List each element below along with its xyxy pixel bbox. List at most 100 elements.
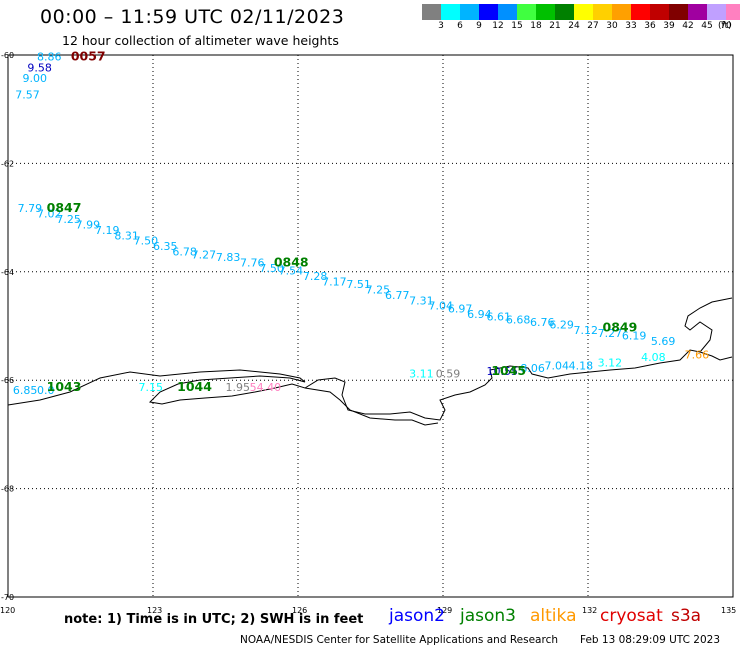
pass-time-label: 0057 (71, 48, 106, 63)
wave-height-value: 6.76 (530, 316, 555, 329)
color-scale-tick: 39 (663, 21, 675, 31)
color-scale-tick: 27 (587, 21, 599, 31)
wave-height-value: 8.31 (114, 229, 139, 242)
color-scale-tick: 9 (476, 21, 482, 31)
footer-note: note: 1) Time is in UTC; 2) SWH is in fe… (64, 612, 364, 627)
color-scale-bar (422, 4, 740, 20)
color-scale-tick: 24 (568, 21, 580, 31)
color-swatch (707, 4, 726, 20)
wave-height-value: 7.04 (545, 359, 570, 372)
wave-height-value: 9.00 (23, 72, 48, 85)
wave-height-value: 7.50 (134, 235, 159, 248)
color-swatch (574, 4, 593, 20)
lon-tick-label: 129 (437, 606, 452, 615)
color-scale-tick: 42 (682, 21, 694, 31)
wave-height-value: 6.68 (506, 313, 531, 326)
color-swatch (498, 4, 517, 20)
color-scale-tick: 12 (492, 21, 504, 31)
color-scale-tick: 15 (511, 21, 523, 31)
generated-timestamp: Feb 13 08:29:09 UTC 2023 (580, 634, 720, 646)
wave-height-value: 7.66 (685, 349, 710, 362)
satellite-legend-item: jason2 (389, 606, 445, 626)
map-frame (7, 54, 734, 598)
color-scale-tick: 33 (625, 21, 637, 31)
color-swatch (631, 4, 650, 20)
wave-height-value: 7.99 (76, 218, 101, 231)
lon-tick-label: 126 (292, 606, 307, 615)
color-swatch (536, 4, 555, 20)
wave-height-value: 6.77 (385, 289, 410, 302)
color-scale-tick: 70 (720, 21, 732, 31)
map-subtitle: 12 hour collection of altimeter wave hei… (62, 33, 339, 48)
lon-tick-label: 123 (147, 606, 162, 615)
wave-height-value: 7.28 (303, 270, 328, 283)
pass-time-label: 0849 (603, 319, 638, 334)
color-swatch (612, 4, 631, 20)
pass-time-label: 0847 (47, 200, 82, 215)
lat-tick-label: -68 (1, 485, 14, 494)
wave-height-value: 7.57 (15, 88, 40, 101)
wave-height-value: 7.02 (37, 208, 62, 221)
wave-height-value: 6.78 (172, 246, 197, 259)
lon-tick-label: 120 (0, 606, 15, 615)
wave-height-value: 4.18 (569, 359, 594, 372)
wave-height-value: 7.04 (429, 300, 454, 313)
color-scale-tick: 3 (438, 21, 444, 31)
wave-height-value: 7.12 (574, 324, 599, 337)
wave-height-value: 7.27 (192, 248, 217, 261)
color-swatch (479, 4, 498, 20)
wave-height-value: 6.19 (622, 330, 647, 343)
wave-height-value: 3.12 (598, 357, 623, 370)
wave-height-value: 7.31 (409, 294, 434, 307)
color-swatch (726, 4, 740, 20)
wave-height-value: 5.69 (651, 335, 676, 348)
wave-height-value: 7.27 (598, 327, 623, 340)
map-grid: -60 -62 -64 -66 -68 -70 120 123 126 129 132 135 (0, 51, 736, 615)
color-scale-tick: 6 (457, 21, 463, 31)
wave-height-value: 6.94 (467, 308, 492, 321)
wave-height-value: 6.61 (487, 311, 512, 324)
wave-height-value: 7.76 (240, 256, 265, 269)
lat-tick-label: -64 (1, 268, 14, 277)
satellite-legend-item: altika (530, 606, 577, 626)
color-swatch (555, 4, 574, 20)
wave-height-value: 7.51 (346, 278, 371, 291)
wave-height-value: 8.86 (37, 50, 62, 63)
color-scale-tick: 45 (701, 21, 713, 31)
color-scale-tick: 21 (549, 21, 561, 31)
pass-time-label: 1043 (47, 379, 82, 394)
pass-time-label: 0848 (274, 254, 309, 269)
color-swatch (650, 4, 669, 20)
wave-height-value: 7.79 (18, 202, 42, 215)
wave-height-value: 7.17 (322, 275, 347, 288)
color-swatch (460, 4, 479, 20)
coastline (7, 297, 733, 426)
wave-height-value: 54.40 (250, 381, 282, 394)
wave-height-value: 8.06 (520, 362, 545, 375)
color-swatch (669, 4, 688, 20)
credit-text: NOAA/NESDIS Center for Satellite Applica… (240, 634, 558, 646)
wave-height-values: 8.869.589.007.577.797.027.257.997.198.31… (13, 50, 709, 396)
pass-time-label: 1045 (491, 363, 526, 378)
wave-height-value: 7.15 (139, 381, 164, 394)
wave-height-value: 6.35 (153, 240, 178, 253)
wave-height-value: 6.97 (448, 302, 473, 315)
lat-tick-label: -60 (1, 51, 14, 60)
wave-height-value: 7.25 (56, 213, 80, 226)
color-swatch (422, 4, 441, 20)
wave-height-value: 7.83 (216, 251, 241, 264)
color-scale-tick: 36 (644, 21, 656, 31)
lat-tick-label: -62 (1, 159, 14, 168)
color-swatch (688, 4, 707, 20)
satellite-legend-item: cryosat (600, 606, 663, 626)
ice-shelf-outline (304, 387, 439, 426)
antarctic-coastline (7, 297, 733, 421)
satellite-legend-item: s3a (671, 606, 702, 626)
wave-height-value: 0.59 (436, 367, 461, 380)
color-swatch (517, 4, 536, 20)
wave-height-value: 1.95 (226, 381, 251, 394)
wave-height-value: 4.08 (641, 351, 666, 364)
wave-height-value: 7.50 (259, 262, 284, 275)
lon-tick-label: 135 (721, 606, 736, 615)
